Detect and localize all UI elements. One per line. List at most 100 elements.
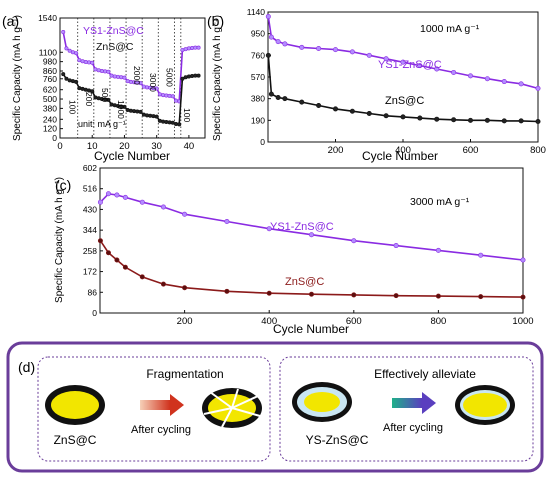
- data-point: [87, 60, 92, 65]
- data-point: [316, 103, 322, 109]
- y-tick-label: 516: [83, 184, 97, 194]
- panel-c-series: [97, 191, 526, 300]
- data-point: [109, 102, 114, 107]
- data-point: [83, 87, 88, 92]
- data-point: [393, 293, 399, 299]
- data-point: [139, 274, 145, 280]
- data-point: [316, 45, 322, 51]
- data-point: [196, 73, 201, 78]
- data-point: [99, 68, 104, 73]
- x-tick-label: 800: [430, 316, 446, 327]
- data-point: [93, 67, 98, 72]
- data-point: [119, 75, 124, 80]
- data-point: [282, 41, 288, 47]
- y-tick-label: 602: [83, 163, 97, 173]
- data-point: [145, 113, 150, 118]
- data-point: [275, 39, 281, 45]
- data-point: [265, 14, 271, 20]
- panel-a-series-label-zns: ZnS@C: [96, 41, 134, 53]
- y-tick-label: 570: [251, 72, 265, 82]
- data-point: [366, 110, 372, 116]
- data-point: [132, 109, 137, 114]
- data-point: [77, 58, 82, 63]
- data-point: [116, 74, 121, 79]
- y-tick-label: 760: [43, 74, 57, 84]
- data-point: [349, 49, 355, 55]
- data-point: [417, 115, 423, 121]
- data-point: [138, 109, 143, 114]
- data-point: [332, 47, 338, 53]
- panel-a-label: (a): [2, 13, 19, 29]
- data-point: [224, 218, 230, 224]
- panel-b-plot-frame: [267, 11, 539, 143]
- data-point: [282, 96, 288, 102]
- data-point: [128, 108, 133, 113]
- panel-d-right-material: YS-ZnS@C: [306, 433, 369, 447]
- data-point: [518, 118, 524, 124]
- x-tick-label: 20: [119, 141, 130, 152]
- panel-a-rate-labels: 100 200 500 1000 2000 3000 5000 100: [68, 66, 192, 122]
- panel-d-right-title: Effectively alleviate: [374, 367, 476, 381]
- data-point: [128, 79, 133, 84]
- data-point: [138, 81, 143, 86]
- data-point: [164, 93, 169, 98]
- data-point: [180, 76, 185, 81]
- data-point: [366, 52, 372, 58]
- data-point: [125, 79, 130, 84]
- panel-d-frame: [6, 341, 544, 473]
- ys-after-cycling-particle-icon: [455, 385, 515, 425]
- data-point: [154, 86, 159, 91]
- rate-label: 500: [100, 88, 110, 102]
- data-point: [67, 78, 72, 83]
- panel-b-note: 1000 mA g⁻¹: [420, 23, 480, 35]
- panel-d-right-box: [279, 356, 534, 462]
- arrow-right-icon-fragmentation: [140, 394, 184, 416]
- y-tick-label: 620: [43, 85, 57, 95]
- data-point: [332, 106, 338, 112]
- data-point: [265, 52, 271, 58]
- data-point: [61, 72, 66, 77]
- data-point: [193, 45, 198, 50]
- data-point: [160, 204, 166, 210]
- panel-b-series-label-ys: YS1-ZnS@C: [378, 59, 442, 71]
- data-point: [161, 119, 166, 124]
- data-point: [451, 117, 457, 123]
- panel-b-x-ticks: 200 400 600 800: [328, 139, 546, 156]
- data-point: [182, 211, 188, 217]
- data-point: [467, 117, 473, 123]
- data-point: [268, 91, 274, 97]
- data-point: [196, 45, 201, 50]
- panel-d-label: (d): [18, 359, 35, 375]
- data-point: [383, 113, 389, 119]
- panel-a-x-ticks: 0 10 20 30 40: [57, 135, 194, 152]
- data-point: [268, 34, 274, 40]
- panel-a-ylabel: Specific Capacity (mA h g⁻¹): [12, 15, 23, 141]
- y-tick-label: 1100: [39, 47, 58, 57]
- panel-a-plot-frame: [59, 17, 206, 139]
- panel-a-series: [61, 30, 201, 127]
- data-point: [266, 290, 272, 296]
- y-tick-label: 240: [43, 114, 57, 124]
- data-point: [97, 199, 103, 205]
- data-point: [161, 93, 166, 98]
- data-point: [135, 109, 140, 114]
- data-point: [112, 74, 117, 79]
- y-tick-label: 380: [43, 103, 57, 113]
- data-point: [96, 68, 101, 73]
- fragmented-particle-icon: [202, 388, 262, 428]
- data-point: [501, 79, 507, 85]
- data-point: [80, 59, 85, 64]
- data-point: [141, 84, 146, 89]
- ys-zns-c-particle-icon: [292, 382, 352, 422]
- y-tick-label: 1140: [247, 7, 266, 17]
- data-point: [112, 103, 117, 108]
- rate-label: 2000: [132, 66, 142, 85]
- data-point: [90, 89, 95, 94]
- data-point: [467, 73, 473, 79]
- data-point: [224, 288, 230, 294]
- x-tick-label: 40: [184, 141, 195, 152]
- data-point: [61, 30, 66, 35]
